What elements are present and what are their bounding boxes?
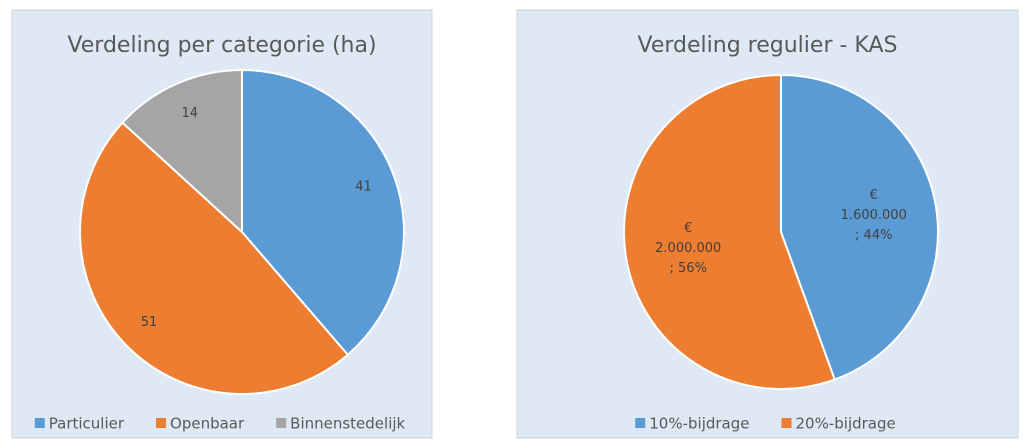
legend-label: Binnenstedelijk: [290, 415, 405, 433]
data-label: €: [870, 188, 878, 203]
data-label: 51: [141, 315, 158, 330]
pie-slice: [79, 121, 350, 395]
legend-label: Particulier: [49, 415, 125, 433]
data-label: ; 56%: [670, 261, 707, 276]
pie-slice: [121, 68, 243, 235]
data-label: 14: [181, 106, 198, 121]
legend-swatch: [635, 418, 646, 428]
data-label: 1.600.000: [841, 208, 907, 223]
legend-label: 10%-bijdrage: [649, 415, 749, 433]
chart-title: Verdeling per categorie (ha): [67, 33, 376, 58]
data-label: 2.000.000: [655, 241, 721, 256]
data-label: €: [684, 221, 692, 236]
legend-label: 20%-bijdrage: [796, 415, 896, 433]
data-label: ; 44%: [855, 228, 892, 243]
legend-swatch: [156, 418, 167, 428]
legend-swatch: [34, 418, 45, 428]
chart-title: Verdeling regulier - KAS: [638, 33, 898, 58]
legend-swatch: [781, 418, 792, 428]
pie-slice: [780, 73, 939, 381]
pie-slice: [623, 73, 836, 390]
data-label: 41: [355, 179, 372, 194]
pie-slice: [241, 68, 405, 357]
legend-swatch: [276, 418, 287, 428]
legend-label: Openbaar: [170, 415, 245, 433]
